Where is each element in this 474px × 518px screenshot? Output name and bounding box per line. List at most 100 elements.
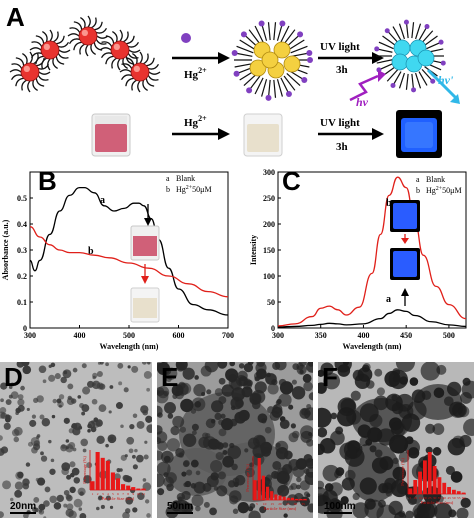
x-tick-label: 450	[400, 331, 412, 340]
hg-ion-dot	[374, 46, 380, 52]
scale-label-f: 100nm	[324, 501, 356, 512]
hg-ion-dot	[424, 24, 430, 30]
nanoparticles	[157, 362, 313, 518]
histogram-tick-label: 11	[142, 492, 146, 496]
legend-key-b: b	[416, 186, 420, 195]
hg-ion-dot	[246, 87, 253, 94]
nanoparticles	[318, 362, 474, 518]
histogram-bar	[115, 478, 121, 490]
histogram-bar	[265, 486, 270, 500]
histogram-tick-label: 9	[132, 492, 134, 496]
y-tick-label: 100	[263, 272, 275, 281]
histogram-bar	[131, 487, 136, 490]
legend-label-b: Hg2+50μM	[176, 185, 212, 194]
hg-ion-dot	[258, 20, 265, 27]
scale-label-e: 50nm	[167, 501, 194, 512]
histogram-tick-label: 5	[256, 502, 258, 506]
reaction-arrow-row2-2: UV light 3h	[318, 117, 384, 153]
histogram-y-label: Percentage (%)	[245, 464, 250, 492]
gold-nanoparticle	[67, 15, 109, 57]
panel-e-letter: E	[161, 362, 179, 392]
histogram-tick-label: 5	[410, 496, 412, 500]
histogram-bar	[437, 477, 442, 494]
uv-light-label: UV light	[320, 41, 360, 53]
series-line-a	[277, 309, 467, 328]
histogram-bar	[418, 471, 422, 494]
time-label: 3h	[336, 64, 348, 76]
cluster-particle	[249, 59, 267, 77]
histogram-tick-label: 25	[428, 496, 432, 500]
x-tick-label: 400	[357, 331, 369, 340]
y-axis-label: Absorbance (a.u.)	[1, 219, 10, 280]
histogram-tick-label: 8	[127, 492, 129, 496]
nanoparticles	[0, 362, 152, 518]
histogram-inset: 1 2 3 4 5 6 7 8 9 10 11 Particle Size (nm) Percentag…	[82, 450, 146, 501]
x-tick-label: 500	[123, 331, 135, 340]
hg-label: Hg2+	[184, 66, 207, 81]
y-tick-label: 0.1	[17, 298, 27, 307]
inset-vial-pale	[130, 287, 160, 323]
histogram-tick-label: 25	[286, 502, 290, 506]
histogram-bar	[90, 481, 95, 490]
y-tick-label: 0.3	[17, 246, 27, 255]
y-axis-label: Intensity	[249, 235, 258, 265]
panel-f-letter: F	[322, 362, 338, 392]
histogram-bar	[290, 497, 295, 500]
histogram-bar	[141, 488, 146, 490]
panel-d-letter: D	[4, 362, 23, 392]
histogram-tick-label: 40	[443, 496, 447, 500]
hg-ion-dot	[240, 31, 247, 38]
y-tick-label: 300	[263, 168, 275, 177]
histogram-bar	[110, 472, 115, 490]
x-axis-label: Wavelength (nm)	[100, 342, 159, 351]
histogram-bar	[136, 488, 141, 490]
histogram-tick-label: 6	[117, 492, 119, 496]
histogram-tick-label: 20	[278, 502, 282, 506]
histogram-inset: 5 10 15 20 25 30 35 Particle Size (nm) Percentag…	[245, 456, 307, 511]
histogram-bar	[100, 457, 105, 490]
histogram-bar	[461, 492, 466, 494]
y-tick-label: 0.5	[17, 194, 27, 203]
histogram-tick-label: 4	[107, 492, 109, 496]
reaction-arrow-row2-1: Hg2+	[172, 114, 230, 140]
hg-ion-dot	[301, 77, 308, 84]
curve-label-a: a	[386, 294, 391, 305]
gold-nanoparticle	[119, 51, 161, 93]
hg-ion-dot	[384, 28, 390, 34]
curve-label-a: a	[100, 195, 105, 206]
histogram-tick-label: 3	[102, 492, 104, 496]
gold-nanoparticle	[9, 51, 51, 93]
histogram-bar	[303, 498, 307, 500]
row2-hg-label: Hg2+	[184, 114, 207, 129]
curve-label-b: b	[386, 198, 392, 209]
y-tick-label: 150	[263, 246, 275, 255]
histogram-bar	[295, 498, 299, 500]
plot-frame	[277, 171, 467, 329]
legend-label-b: Hg2+50μM	[426, 186, 462, 195]
histogram-bar	[282, 496, 286, 500]
x-tick-label: 400	[74, 331, 86, 340]
legend-b: a Blank b Hg2+50μM	[166, 174, 212, 194]
histogram-bar	[442, 482, 447, 494]
curve-label-b: b	[88, 246, 94, 257]
tem-image-e: 5 10 15 20 25 30 35 Particle Size (nm) Percentag…	[157, 362, 313, 518]
reaction-arrow-2: UV light 3h	[318, 41, 384, 76]
aggregated-cluster	[231, 20, 313, 101]
vial-pink	[91, 113, 131, 157]
hg-ion-dot	[297, 31, 304, 38]
vial-pale	[243, 113, 283, 157]
histogram-tick-label: 30	[433, 496, 437, 500]
scale-bar-d	[10, 512, 36, 514]
legend-label-a: Blank	[176, 174, 195, 183]
histogram-x-label: Particle Size (nm)	[264, 506, 297, 511]
legend-key-b: b	[166, 185, 170, 194]
hg-ion-dot	[411, 87, 417, 93]
absorbance-chart: 300 400 500 600 700 0 0.1 0.2 0.3 0.4 0.5 Wavelengt…	[1, 171, 234, 351]
cluster-particle	[273, 41, 291, 59]
histogram-x-label: Particle Size (nm)	[102, 496, 135, 501]
hg-ion-dot	[430, 78, 436, 84]
y-tick-label: 0.2	[17, 272, 27, 281]
histogram-bar	[270, 491, 274, 500]
cluster-particle	[261, 51, 279, 69]
hg-ion-dot	[279, 20, 286, 27]
